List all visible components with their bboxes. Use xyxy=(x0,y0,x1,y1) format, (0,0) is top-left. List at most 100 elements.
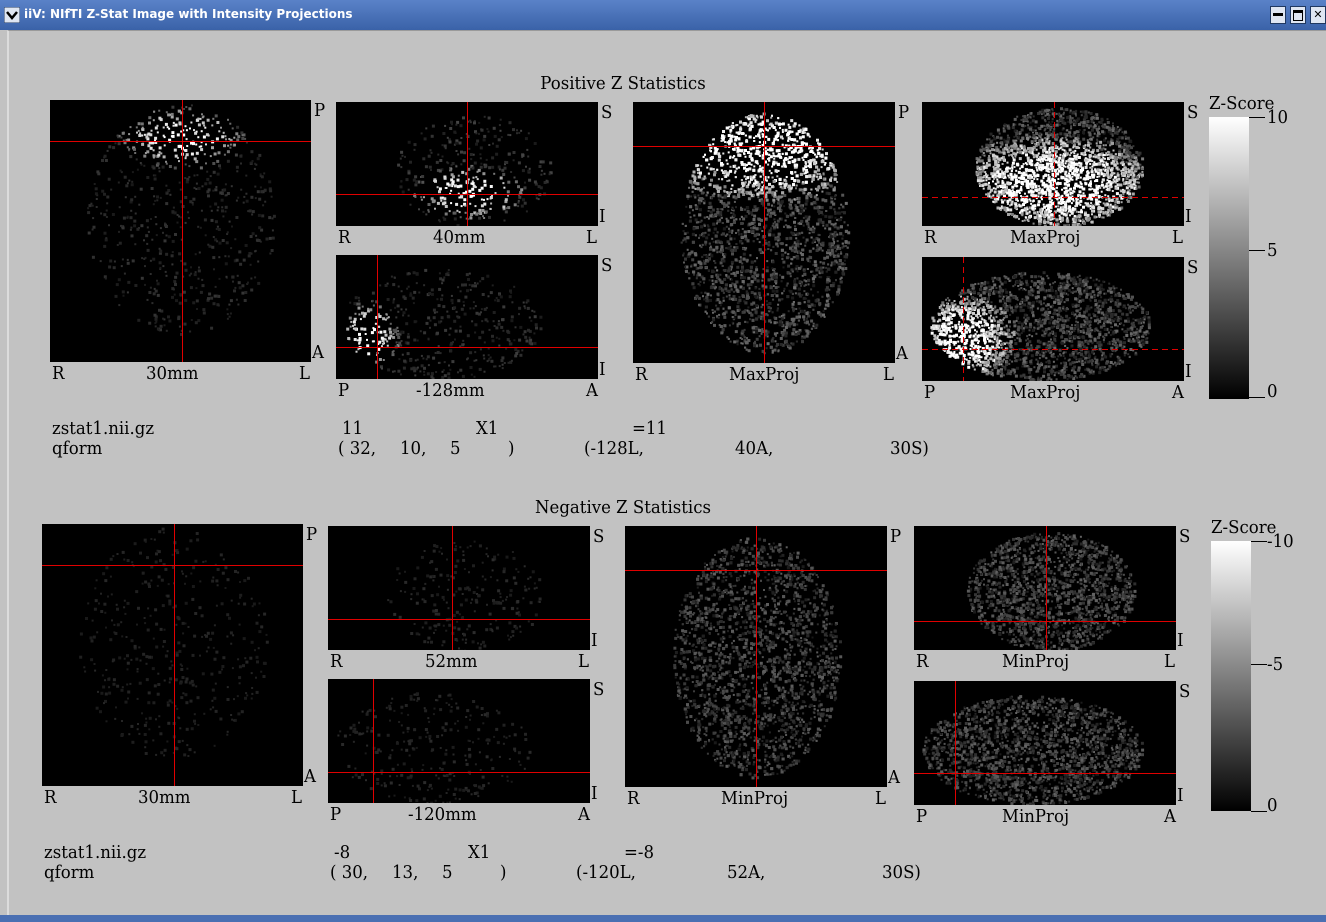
orientation-label-top: S xyxy=(601,102,613,123)
orientation-label-left: R xyxy=(330,651,343,672)
colorbar-title: Z-Score xyxy=(1211,517,1277,538)
sagittal-slice-panel-image xyxy=(337,692,532,803)
orientation-label-right: A xyxy=(1164,806,1176,827)
orientation-label-left: R xyxy=(338,227,351,248)
crosshair-vertical xyxy=(373,679,374,803)
info-filename: zstat1.nii.gz xyxy=(44,842,147,863)
colorbar-tick-label: 0 xyxy=(1267,795,1278,816)
crosshair-horizontal xyxy=(328,772,590,773)
sagittal-slice-panel[interactable] xyxy=(336,255,598,379)
info-mm-y: 40A, xyxy=(735,438,774,459)
axial-projection-panel-image xyxy=(680,112,851,355)
orientation-label-top: P xyxy=(314,100,326,121)
coronal-projection-panel-image xyxy=(975,107,1145,226)
orientation-label-bottom: I xyxy=(1177,785,1184,806)
orientation-label-bottom: I xyxy=(599,359,606,380)
axial-projection-panel[interactable] xyxy=(633,102,895,363)
minimize-icon[interactable] xyxy=(1270,6,1286,24)
crosshair-horizontal xyxy=(50,141,311,142)
orientation-label-right: L xyxy=(1164,651,1175,672)
colorbar-tick xyxy=(1249,397,1265,398)
sagittal-projection-panel[interactable] xyxy=(922,257,1184,381)
info-multiplier: X1 xyxy=(476,418,499,439)
coronal-slice-panel[interactable] xyxy=(336,102,598,226)
orientation-label-top: S xyxy=(1187,257,1199,278)
info-voxel-x: ( 30, xyxy=(330,862,369,883)
colorbar-tick-label: 10 xyxy=(1267,107,1289,128)
orientation-label-left: P xyxy=(338,380,350,401)
colorbar-tick-label: -5 xyxy=(1267,654,1284,675)
colorbar-tick xyxy=(1249,117,1265,118)
section-title: Negative Z Statistics xyxy=(535,497,711,518)
orientation-label-bottom: A xyxy=(304,766,316,787)
info-result: =-8 xyxy=(624,842,655,863)
orientation-label-right: L xyxy=(291,787,302,808)
orientation-label-left: P xyxy=(916,806,928,827)
crosshair-horizontal xyxy=(914,773,1176,774)
crosshair-horizontal xyxy=(914,621,1176,622)
orientation-label-right: L xyxy=(299,363,310,384)
orientation-label-left: R xyxy=(44,787,57,808)
orientation-label-left: R xyxy=(635,364,648,385)
orientation-label-right: L xyxy=(1172,227,1183,248)
crosshair-vertical xyxy=(1046,526,1047,650)
orientation-label-top: S xyxy=(1179,681,1191,702)
orientation-label-top: S xyxy=(593,679,605,700)
orientation-label-bottom: I xyxy=(599,206,606,227)
orientation-label-bottom: I xyxy=(1185,206,1192,227)
orientation-label-left: P xyxy=(924,382,936,403)
chevron-down-icon[interactable] xyxy=(4,7,20,23)
orientation-label-bottom: A xyxy=(312,342,324,363)
info-mm-x: (-120L, xyxy=(576,862,636,883)
sagittal-slice-panel[interactable] xyxy=(328,679,590,803)
title-bar[interactable]: iiV: NIfTI Z-Stat Image with Intensity P… xyxy=(0,0,1326,30)
axial-slice-panel-image xyxy=(87,104,276,336)
orientation-label-right: A xyxy=(1172,382,1184,403)
crosshair-vertical xyxy=(756,526,757,787)
info-voxel-close: ) xyxy=(508,438,515,459)
orientation-label-left: P xyxy=(330,804,342,825)
info-multiplier: X1 xyxy=(468,842,491,863)
orientation-label-bottom: I xyxy=(591,783,598,804)
coronal-projection-panel[interactable] xyxy=(914,526,1176,650)
crosshair-horizontal xyxy=(336,347,598,348)
orientation-label-bottom: I xyxy=(1185,361,1192,382)
info-form: qform xyxy=(52,438,103,459)
orientation-label-top: P xyxy=(306,524,318,545)
crosshair-vertical xyxy=(377,255,378,379)
colorbar-tick xyxy=(1251,664,1267,665)
slice-label: 30mm xyxy=(146,363,199,384)
slice-label: MaxProj xyxy=(729,364,800,385)
slice-label: 52mm xyxy=(425,651,478,672)
orientation-label-bottom: A xyxy=(888,767,900,788)
orientation-label-left: R xyxy=(924,227,937,248)
coronal-slice-panel[interactable] xyxy=(328,526,590,650)
crosshair-vertical xyxy=(764,102,765,363)
crosshair-vertical xyxy=(467,102,468,226)
orientation-label-right: A xyxy=(586,380,598,401)
maximize-icon[interactable] xyxy=(1290,6,1306,24)
orientation-label-right: L xyxy=(578,651,589,672)
orientation-label-left: R xyxy=(627,788,640,809)
coronal-slice-panel-image xyxy=(397,115,553,226)
coronal-slice-panel-image xyxy=(387,540,542,650)
info-result: =11 xyxy=(632,418,667,439)
info-mm-x: (-128L, xyxy=(584,438,644,459)
axial-projection-panel[interactable] xyxy=(625,526,887,787)
axial-slice-panel[interactable] xyxy=(50,100,311,362)
crosshair-horizontal xyxy=(922,197,1184,198)
crosshair-vertical xyxy=(182,100,183,362)
close-icon[interactable]: ✕ xyxy=(1310,6,1326,24)
sagittal-projection-panel[interactable] xyxy=(914,681,1176,805)
orientation-label-top: S xyxy=(593,526,605,547)
slice-label: -120mm xyxy=(408,804,477,825)
axial-slice-panel[interactable] xyxy=(42,524,303,786)
info-voxel-close: ) xyxy=(500,862,507,883)
sagittal-slice-panel-image xyxy=(346,268,543,379)
info-voxel-z: 5 xyxy=(442,862,453,883)
info-filename: zstat1.nii.gz xyxy=(52,418,155,439)
sagittal-projection-panel-image xyxy=(922,695,1145,805)
axial-projection-panel-image xyxy=(673,537,843,780)
coronal-projection-panel[interactable] xyxy=(922,102,1184,226)
